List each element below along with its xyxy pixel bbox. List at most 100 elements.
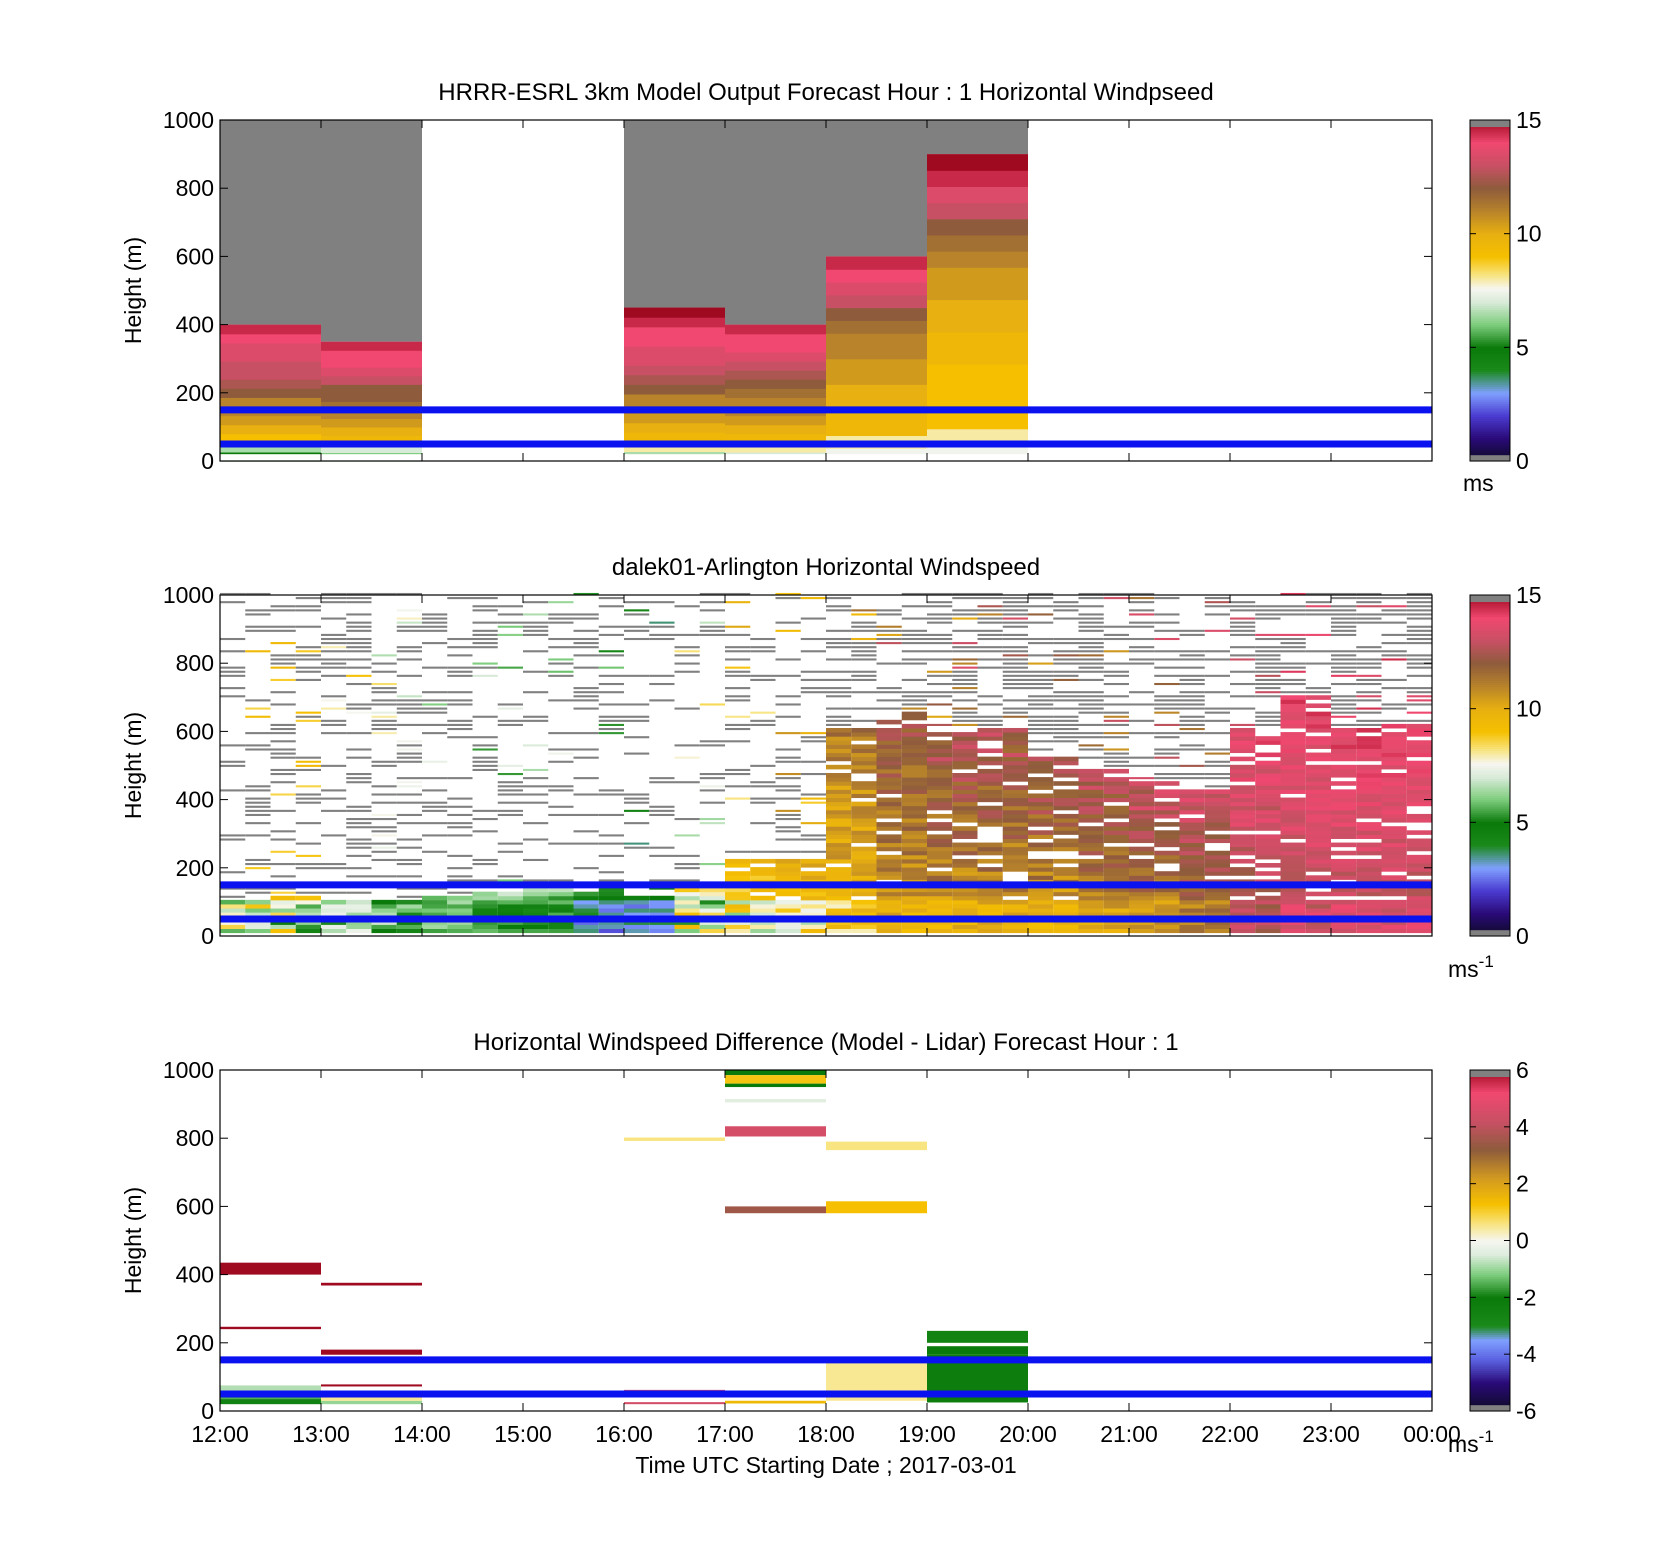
heatmap-cell	[1305, 715, 1331, 721]
missing-cell	[447, 875, 473, 878]
heatmap-cell	[1053, 924, 1079, 929]
missing-cell	[1103, 748, 1129, 751]
heatmap-cell	[1331, 903, 1357, 909]
colorbar-swatch	[1470, 865, 1510, 869]
heatmap-cell	[1078, 924, 1104, 929]
heatmap-cell	[1230, 867, 1256, 872]
heatmap-cell	[1381, 740, 1407, 745]
heatmap-cell	[1002, 846, 1028, 852]
heatmap-cell	[1002, 912, 1028, 917]
missing-cell	[699, 592, 725, 596]
missing-cell	[1356, 711, 1382, 714]
heatmap-cell	[1356, 887, 1382, 893]
heatmap-cell	[1305, 912, 1331, 917]
heatmap-cell	[573, 924, 599, 929]
heatmap-cell	[1002, 760, 1028, 766]
colorbar-swatch	[1470, 405, 1510, 409]
heatmap-cell	[1053, 899, 1079, 905]
colorbar-swatch	[1470, 759, 1510, 762]
missing-cell	[1381, 642, 1407, 645]
heatmap-cell	[371, 928, 397, 934]
heatmap-cell	[1204, 863, 1230, 868]
heatmap-cell	[1406, 748, 1432, 754]
missing-cell	[725, 666, 751, 669]
heatmap-cell	[977, 895, 1003, 901]
heatmap-cell	[1002, 908, 1028, 913]
missing-cell	[497, 875, 523, 878]
missing-cell	[220, 666, 246, 669]
missing-cell	[927, 617, 953, 620]
missing-cell	[396, 781, 422, 784]
missing-cell	[800, 793, 826, 796]
missing-cell	[775, 809, 801, 812]
missing-cell	[447, 699, 473, 702]
heatmap-cell	[1381, 838, 1407, 844]
colorbar-swatch	[1470, 1176, 1510, 1180]
heatmap-cell	[977, 858, 1003, 864]
heatmap-cell	[851, 924, 877, 929]
missing-cell	[573, 813, 599, 817]
colorbar-swatch	[1470, 1131, 1510, 1135]
colorbar-swatch	[1470, 322, 1510, 326]
heatmap-cell	[1028, 801, 1054, 807]
heatmap-cell	[775, 908, 801, 913]
heatmap-cell	[573, 908, 599, 913]
heatmap-cell	[270, 903, 296, 909]
missing-cell	[674, 605, 700, 608]
heatmap-cell	[1230, 748, 1256, 754]
heatmap-cell	[1331, 748, 1357, 754]
colorbar-swatch	[1470, 1368, 1510, 1372]
heatmap-cell	[901, 813, 927, 819]
missing-cell	[1154, 711, 1180, 714]
heatmap-cell	[1078, 846, 1104, 852]
colorbar-tick-label: 10	[1516, 221, 1542, 247]
missing-cell	[1154, 736, 1180, 739]
missing-cell	[1129, 650, 1155, 653]
heatmap-cell	[1053, 903, 1079, 909]
heatmap-cell	[1331, 744, 1357, 749]
heatmap-cell	[977, 732, 1003, 737]
heatmap-cell	[1356, 899, 1382, 905]
colorbar-swatch	[1470, 120, 1510, 123]
missing-cell	[1406, 613, 1432, 616]
heatmap-cell	[1002, 797, 1028, 803]
missing-cell	[548, 613, 574, 616]
missing-cell	[1002, 687, 1028, 690]
missing-cell	[1255, 687, 1281, 690]
heatmap-cell	[1154, 801, 1180, 807]
colorbar-swatch	[1470, 795, 1510, 799]
heatmap-cell	[851, 903, 877, 909]
missing-cell	[573, 617, 599, 620]
missing-cell	[422, 642, 448, 645]
missing-cell	[346, 822, 372, 825]
heatmap-cell	[826, 818, 852, 823]
heatmap-cell	[1331, 768, 1357, 774]
heatmap-cell	[674, 912, 700, 917]
colorbar-swatch	[1470, 1163, 1510, 1167]
missing-cell	[800, 822, 826, 825]
heatmap-cell	[876, 785, 902, 790]
missing-cell	[977, 609, 1003, 612]
missing-cell	[371, 723, 397, 726]
heatmap-cell	[1002, 818, 1028, 823]
missing-cell	[321, 789, 347, 792]
missing-cell	[472, 666, 498, 669]
missing-cell	[1356, 592, 1382, 596]
missing-cell	[447, 736, 473, 739]
heatmap-cell	[1204, 895, 1230, 901]
missing-cell	[624, 809, 650, 812]
x-tick-label: 13:00	[292, 1421, 350, 1447]
missing-cell	[624, 703, 650, 706]
heatmap-cell	[321, 401, 422, 411]
heatmap-cell	[1053, 773, 1079, 778]
heatmap-cell	[1179, 875, 1205, 880]
missing-cell	[674, 854, 700, 857]
missing-cell	[548, 646, 574, 649]
missing-cell	[1028, 727, 1054, 731]
heatmap-cell	[220, 1262, 321, 1275]
missing-cell	[1356, 601, 1382, 604]
heatmap-cell	[1230, 834, 1256, 839]
heatmap-cell	[497, 895, 523, 901]
heatmap-cell	[725, 908, 751, 913]
